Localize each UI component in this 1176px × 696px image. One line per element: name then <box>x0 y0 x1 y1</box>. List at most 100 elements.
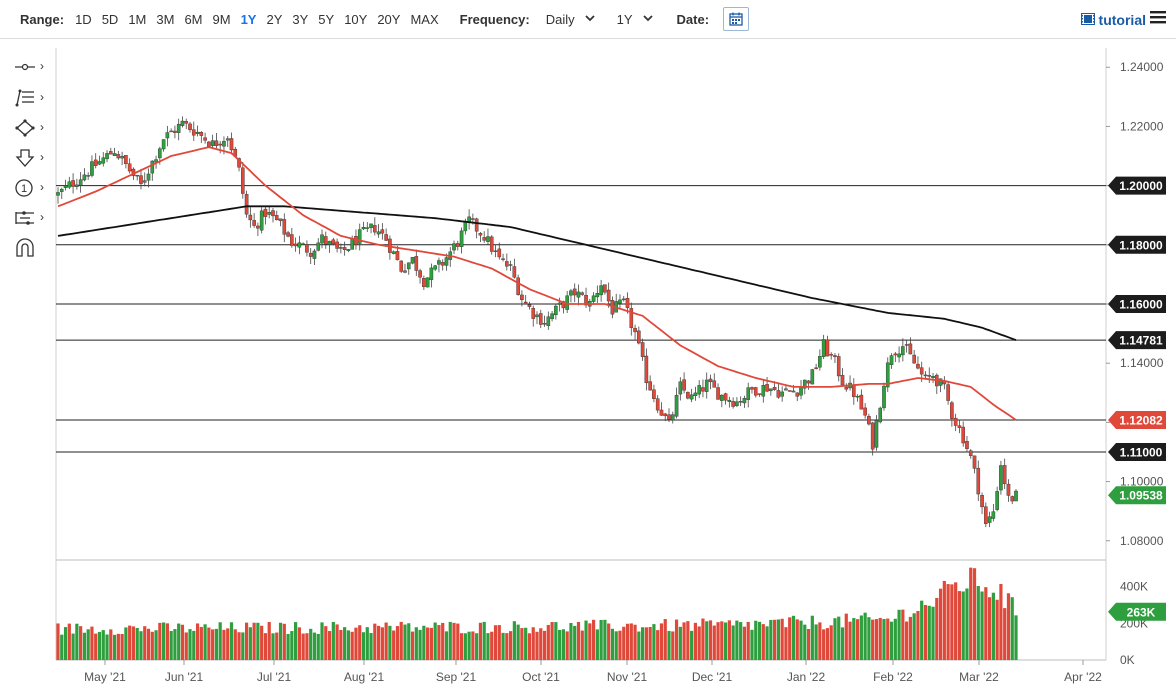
range-button-5d[interactable]: 5D <box>101 11 119 27</box>
volume-bar <box>173 629 177 660</box>
candle-up <box>897 353 901 358</box>
candle-down <box>637 330 641 344</box>
toolbar: Range: 1D 5D 1M 3M 6M 9M 1Y 2Y 3Y 5Y 10Y 20Y MAX Fre… <box>0 0 1176 39</box>
candle-up <box>101 157 106 164</box>
candle-down <box>184 121 189 124</box>
range-button-5y[interactable]: 5Y <box>318 11 335 27</box>
volume-bar <box>94 633 98 660</box>
x-tick-label: Jul '21 <box>257 670 292 684</box>
candle-up <box>225 138 230 141</box>
range-button-20y[interactable]: 20Y <box>377 11 401 27</box>
volume-bar <box>573 625 577 660</box>
volume-bar <box>520 628 524 660</box>
candle-up <box>799 386 803 396</box>
volume-bar <box>531 627 535 660</box>
candle-down <box>806 380 811 384</box>
candle-up <box>742 398 747 404</box>
volume-bar <box>769 619 773 660</box>
candle-up <box>991 511 996 519</box>
volume-bar <box>124 627 128 660</box>
volume-bar <box>203 624 207 660</box>
volume-bar <box>965 588 969 660</box>
range-button-10y[interactable]: 10Y <box>344 11 368 27</box>
price-tag-text: 1.18000 <box>1119 238 1163 252</box>
candle-down <box>538 313 543 325</box>
price-tag-bg <box>1108 486 1166 505</box>
volume-bar <box>350 631 354 660</box>
volume-bar <box>56 623 60 660</box>
volume-bar <box>271 633 275 660</box>
volume-bar <box>788 617 792 660</box>
range-button-3y[interactable]: 3Y <box>292 11 309 27</box>
candle-down <box>191 129 196 136</box>
volume-bar <box>844 613 848 660</box>
candle-up <box>391 251 396 254</box>
range-button-2y[interactable]: 2Y <box>266 11 283 27</box>
volume-bar <box>399 621 403 660</box>
candle-up <box>301 243 305 245</box>
volume-bar <box>154 630 158 660</box>
volume-bar <box>822 629 826 660</box>
volume-bar <box>444 631 449 660</box>
volume-bar <box>260 625 264 660</box>
volume-bar <box>180 624 185 660</box>
candle-up <box>142 180 147 183</box>
candle-up <box>599 285 603 296</box>
volume-bar <box>671 631 675 660</box>
volume-bar <box>301 633 305 660</box>
range-button-1y[interactable]: 1Y <box>240 11 257 27</box>
volume-bar <box>426 627 430 660</box>
volume-bar <box>569 622 573 660</box>
range-button-6m[interactable]: 6M <box>184 11 203 27</box>
candle-up <box>535 314 539 318</box>
candle-down <box>422 278 426 287</box>
volume-bar <box>641 627 645 660</box>
magnet-icon[interactable] <box>14 237 50 259</box>
candle-up <box>1014 490 1018 502</box>
range-button-3m[interactable]: 3M <box>156 11 175 27</box>
frequency-dropdown[interactable]: Daily <box>546 12 595 27</box>
crosshair-tool-icon[interactable]: › <box>14 56 50 78</box>
volume-bar <box>101 630 105 660</box>
shapes-icon[interactable]: › <box>14 117 50 139</box>
volume-bar <box>327 631 332 660</box>
volume-bar <box>339 629 343 660</box>
candle-down <box>957 425 962 428</box>
volume-bar <box>810 615 814 660</box>
fib-lines-icon[interactable]: › <box>14 87 50 109</box>
candle-up <box>855 395 860 398</box>
range-button-9m[interactable]: 9M <box>212 11 231 27</box>
volume-bar <box>656 630 660 660</box>
volume-bar <box>71 633 75 660</box>
candle-down <box>712 380 717 388</box>
candle-up <box>327 240 332 245</box>
period-dropdown[interactable]: 1Y <box>617 12 653 27</box>
candle-up <box>595 293 600 298</box>
volume-bar <box>580 630 584 660</box>
range-button-1m[interactable]: 1M <box>128 11 147 27</box>
tutorial-link[interactable]: tutorial <box>1080 12 1146 28</box>
candle-down <box>731 401 735 407</box>
volume-bar <box>365 627 369 660</box>
volume-bar <box>773 619 777 660</box>
candle-up <box>931 376 935 378</box>
range-button-max[interactable]: MAX <box>410 11 439 27</box>
volume-bar <box>897 609 901 660</box>
measure-tool-icon[interactable]: › <box>14 207 50 229</box>
candle-down <box>984 506 988 524</box>
candle-up <box>493 250 498 252</box>
volume-bar <box>139 631 143 660</box>
volume-bar <box>693 622 698 660</box>
candle-down <box>331 239 336 245</box>
number-marker-icon[interactable]: 1 › <box>14 177 50 199</box>
volume-bar <box>358 625 362 660</box>
arrow-down-icon[interactable]: › <box>14 147 50 169</box>
volume-bar <box>991 592 995 660</box>
hamburger-menu-icon[interactable] <box>1150 10 1166 29</box>
volume-bar <box>116 633 120 660</box>
range-button-1d[interactable]: 1D <box>75 11 92 27</box>
candle-down <box>512 266 517 278</box>
calendar-icon[interactable] <box>723 7 750 31</box>
volume-bar <box>927 605 931 660</box>
